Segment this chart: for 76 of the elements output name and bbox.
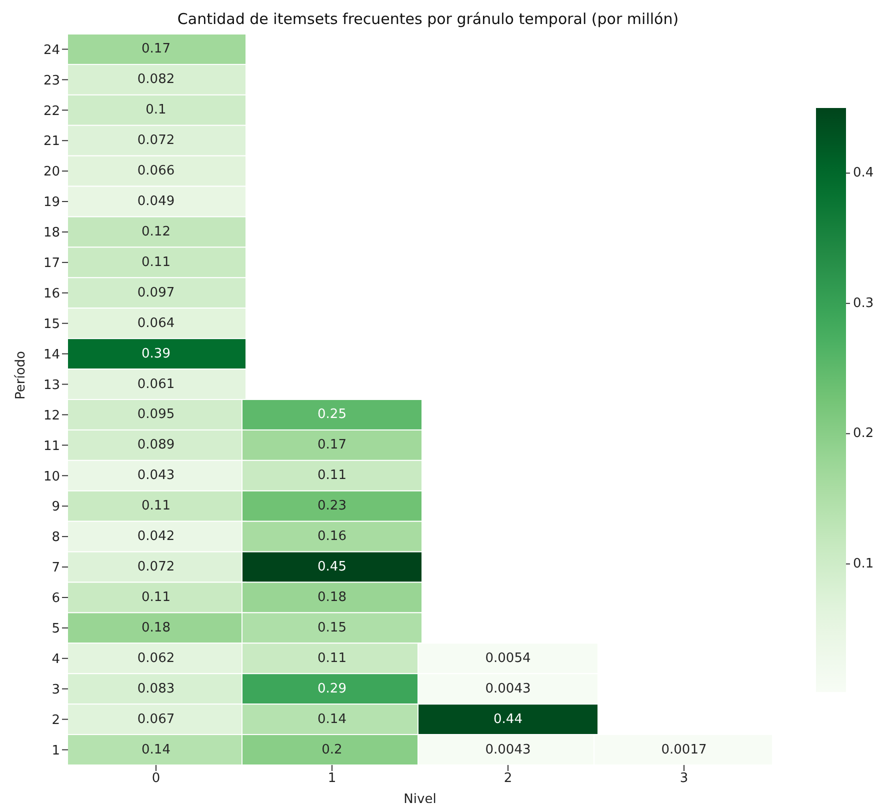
data-label: 0.095	[137, 407, 175, 422]
data-label: 0.0054	[485, 650, 531, 666]
data-label: 0.45	[318, 560, 346, 575]
y-tick-label: 13	[43, 378, 60, 393]
y-tick-label: 22	[43, 104, 60, 119]
y-tick-label: 3	[52, 682, 60, 698]
data-label: 0.0043	[485, 742, 531, 758]
data-label: 0.23	[318, 498, 346, 514]
data-label: 0.083	[137, 681, 175, 696]
data-label: 0.25	[318, 407, 346, 422]
y-tick-label: 7	[52, 560, 60, 576]
data-label: 0.11	[318, 468, 346, 484]
y-tick-label: 14	[43, 347, 60, 362]
data-label: 0.089	[137, 438, 175, 453]
chart-title: Cantidad de itemsets frecuentes por gránulo temporal (por millón)	[176, 10, 680, 28]
x-tick-label: 3	[680, 771, 688, 786]
y-tick-label: 6	[52, 591, 60, 606]
color-bar-label: 0.3	[853, 296, 874, 311]
data-label: 0.067	[137, 712, 175, 727]
data-label: 0.072	[137, 133, 175, 148]
data-label: 0.11	[318, 650, 346, 666]
data-label: 0.072	[137, 560, 175, 575]
y-tick-label: 20	[43, 164, 60, 180]
data-label: 0.44	[494, 712, 522, 727]
y-tick-label: 15	[43, 316, 60, 332]
data-label: 0.043	[137, 468, 175, 484]
color-bar-label: 0.2	[853, 426, 874, 442]
y-tick-label: 12	[43, 408, 60, 424]
y-tick-label: 24	[43, 42, 60, 58]
data-label: 0.29	[318, 681, 346, 696]
y-tick-label: 10	[43, 469, 60, 484]
data-label: 0.16	[318, 529, 346, 544]
data-label: 0.0043	[485, 681, 531, 696]
x-tick-label: 2	[504, 771, 512, 786]
x-tick-label: 0	[152, 771, 160, 786]
data-label: 0.11	[142, 254, 170, 270]
data-label: 0.0017	[661, 742, 707, 758]
data-label: 0.042	[137, 529, 175, 544]
data-label: 0.082	[137, 72, 175, 88]
data-label: 0.14	[142, 742, 170, 758]
y-tick-label: 4	[52, 652, 60, 668]
color-bar-label: 0.1	[853, 556, 874, 572]
y-tick-label: 23	[43, 73, 60, 88]
data-label: 0.14	[318, 712, 346, 727]
y-tick-label: 16	[43, 286, 60, 302]
y-tick-label: 8	[52, 530, 60, 546]
y-axis-title: Período	[14, 350, 29, 400]
data-label: 0.064	[137, 316, 175, 331]
data-label: 0.12	[142, 224, 170, 240]
data-label: 0.17	[142, 42, 170, 57]
data-label: 0.15	[318, 620, 346, 636]
y-tick-label: 11	[43, 438, 60, 454]
y-tick-label: 18	[43, 226, 60, 241]
x-tick-label: 1	[328, 771, 336, 786]
data-label: 0.18	[142, 620, 170, 636]
data-label: 0.061	[137, 376, 175, 392]
y-tick-label: 17	[43, 256, 60, 272]
data-label: 0.18	[318, 590, 346, 605]
y-tick-label: 2	[52, 712, 60, 728]
data-label: 0.049	[137, 194, 175, 210]
y-tick-label: 19	[43, 195, 60, 210]
data-label: 0.1	[146, 102, 166, 118]
data-label: 0.17	[318, 438, 346, 453]
data-label: 0.066	[137, 164, 175, 179]
data-label: 0.39	[142, 346, 170, 362]
y-tick-label: 5	[52, 622, 60, 637]
data-label: 0.11	[142, 590, 170, 605]
y-tick-label: 9	[52, 500, 60, 515]
data-label: 0.11	[142, 498, 170, 514]
data-label: 0.2	[322, 742, 342, 758]
data-label: 0.062	[137, 650, 175, 666]
x-axis-title: Nivel	[404, 792, 436, 807]
y-tick-label: 21	[43, 134, 60, 150]
data-label: 0.097	[137, 285, 175, 300]
color-bar-label: 0.4	[853, 166, 874, 181]
y-tick-label: 1	[52, 743, 60, 758]
